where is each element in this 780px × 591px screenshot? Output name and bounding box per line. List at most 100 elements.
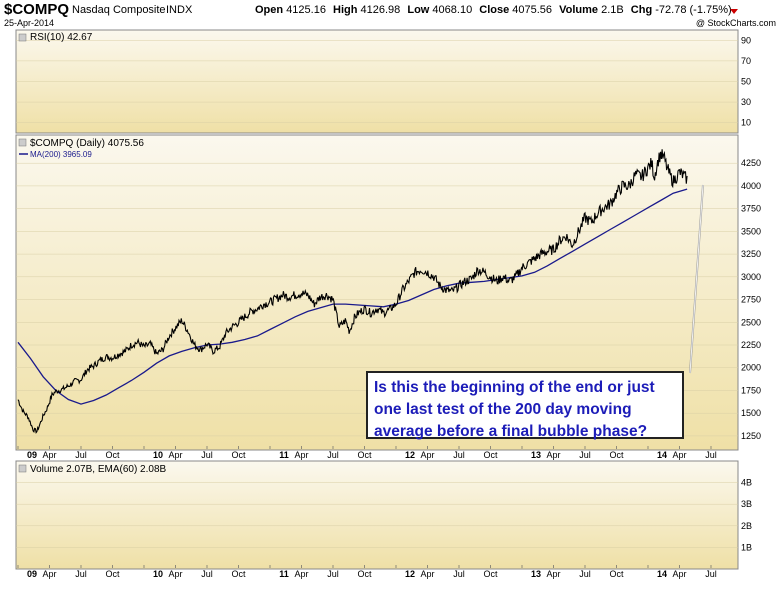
x-axis-label: Oct: [483, 450, 498, 460]
x-axis-label: Oct: [609, 450, 624, 460]
x-axis-label: Apr: [420, 450, 434, 460]
x-axis-label: 13: [531, 450, 541, 460]
rsi-tick-label: 10: [741, 118, 751, 128]
chart-date: 25-Apr-2014: [4, 18, 54, 28]
x-axis-label: Jul: [201, 569, 213, 579]
annotation-line-1: Is this the beginning of the end or just: [374, 377, 676, 399]
volume-tick-label: 3B: [741, 499, 752, 509]
panel-collapse-icon[interactable]: [19, 34, 26, 41]
index-name: Nasdaq Composite: [72, 4, 166, 16]
price-tick-label: 3000: [741, 272, 761, 282]
symbol-title: $COMPQ: [4, 1, 69, 18]
x-axis-label: Oct: [231, 569, 246, 579]
x-axis-label: 12: [405, 569, 415, 579]
volume-tick-label: 1B: [741, 542, 752, 552]
x-axis-label: Oct: [357, 569, 372, 579]
price-tick-label: 1750: [741, 385, 761, 395]
x-axis-label: 10: [153, 450, 163, 460]
x-axis-label: Apr: [42, 569, 56, 579]
ohlc-summary: Open 4125.16 High 4126.98 Low 4068.10 Cl…: [255, 4, 732, 16]
price-tick-label: 1500: [741, 408, 761, 418]
chg-value: -72.78 (-1.75%): [655, 4, 731, 16]
ma-legend: MA(200) 3965.09: [30, 150, 92, 159]
x-axis-label: Apr: [42, 450, 56, 460]
price-tick-label: 2250: [741, 340, 761, 350]
price-tick-label: 1250: [741, 431, 761, 441]
x-axis-label: Apr: [294, 450, 308, 460]
price-legend: $COMPQ (Daily) 4075.56: [30, 138, 144, 149]
price-tick-label: 3500: [741, 226, 761, 236]
x-axis-label: Oct: [105, 569, 120, 579]
rsi-tick-label: 90: [741, 35, 751, 45]
x-axis-label: Apr: [672, 569, 686, 579]
x-axis-label: Apr: [546, 450, 560, 460]
x-axis-label: Apr: [546, 569, 560, 579]
open-value: 4125.16: [286, 4, 326, 16]
x-axis-label: 10: [153, 569, 163, 579]
low-value: 4068.10: [432, 4, 472, 16]
open-label: Open: [255, 4, 283, 16]
copyright-label: @ StockCharts.com: [696, 18, 776, 28]
panel-collapse-icon[interactable]: [19, 465, 26, 472]
x-axis-label: Jul: [327, 450, 339, 460]
x-axis-label: Apr: [168, 569, 182, 579]
exchange-label: INDX: [166, 4, 193, 16]
panel-collapse-icon[interactable]: [19, 139, 26, 146]
x-axis-label: Jul: [75, 569, 87, 579]
x-axis-label: 09: [27, 450, 37, 460]
chart-canvas: $COMPQ Nasdaq Composite INDX 25-Apr-2014…: [0, 0, 780, 586]
high-label: High: [333, 4, 358, 16]
x-axis-label: Oct: [105, 450, 120, 460]
price-tick-label: 2750: [741, 295, 761, 305]
chart-window: $COMPQ Nasdaq Composite INDX 25-Apr-2014…: [0, 0, 780, 586]
x-axis-label: Apr: [294, 569, 308, 579]
rsi-legend: RSI(10) 42.67: [30, 32, 93, 43]
x-axis-label: Oct: [483, 569, 498, 579]
x-axis-label: Jul: [579, 450, 591, 460]
price-tick-label: 4000: [741, 181, 761, 191]
volume-value: 2.1B: [601, 4, 624, 16]
x-axis-label: Oct: [357, 450, 372, 460]
rsi-tick-label: 30: [741, 97, 751, 107]
x-axis-label: Apr: [420, 569, 434, 579]
x-axis-label: 14: [657, 450, 667, 460]
x-axis-label: Jul: [579, 569, 591, 579]
x-axis-label: Jul: [705, 450, 717, 460]
x-axis-label: Apr: [672, 450, 686, 460]
x-axis-label: Jul: [453, 569, 465, 579]
x-axis-label: Apr: [168, 450, 182, 460]
x-axis-label: Oct: [609, 569, 624, 579]
annotation-line-3: average before a final bubble phase?: [374, 421, 676, 443]
x-axis-label: 09: [27, 569, 37, 579]
rsi-tick-label: 70: [741, 56, 751, 66]
x-axis-label: Jul: [453, 450, 465, 460]
close-value: 4075.56: [512, 4, 552, 16]
x-axis-label: 14: [657, 569, 667, 579]
x-axis-label: Jul: [327, 569, 339, 579]
x-axis-label: Jul: [201, 450, 213, 460]
x-axis-label: Oct: [231, 450, 246, 460]
volume-tick-label: 2B: [741, 521, 752, 531]
price-tick-label: 2500: [741, 317, 761, 327]
volume-legend: Volume 2.07B, EMA(60) 2.08B: [30, 464, 167, 475]
high-value: 4126.98: [361, 4, 401, 16]
x-axis-label: 13: [531, 569, 541, 579]
close-label: Close: [479, 4, 509, 16]
rsi-tick-label: 50: [741, 77, 751, 87]
low-label: Low: [407, 4, 429, 16]
chg-label: Chg: [631, 4, 652, 16]
volume-label: Volume: [559, 4, 598, 16]
x-axis-label: Jul: [75, 450, 87, 460]
volume-tick-label: 4B: [741, 478, 752, 488]
price-tick-label: 3250: [741, 249, 761, 259]
x-axis-label: 11: [279, 450, 289, 460]
annotation-line-2: one last test of the 200 day moving: [374, 399, 676, 421]
price-tick-label: 4250: [741, 158, 761, 168]
x-axis-label: Jul: [705, 569, 717, 579]
volume-panel: [16, 461, 738, 569]
price-tick-label: 3750: [741, 204, 761, 214]
price-tick-label: 2000: [741, 363, 761, 373]
annotation-box: Is this the beginning of the end or just…: [366, 371, 684, 439]
x-axis-label: 12: [405, 450, 415, 460]
x-axis-label: 11: [279, 569, 289, 579]
